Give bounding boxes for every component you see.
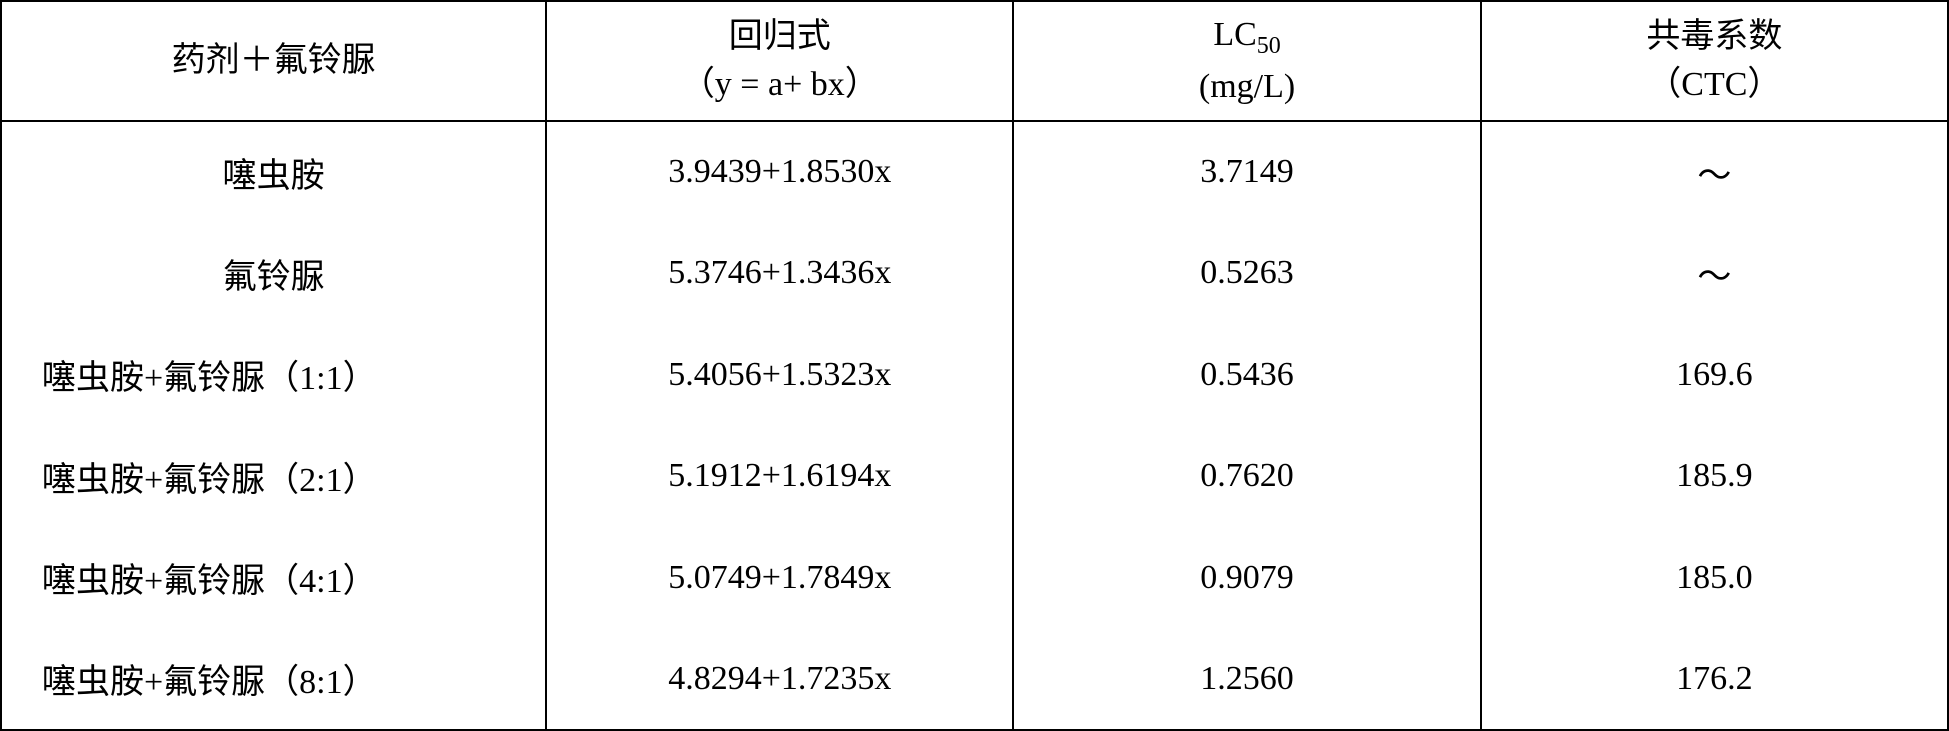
cell-ctc: 185.0: [1481, 527, 1948, 629]
cell-regression: 5.3746+1.3436x: [546, 223, 1013, 325]
table-row: 噻虫胺+氟铃脲（2:1） 5.1912+1.6194x 0.7620 185.9: [1, 426, 1948, 528]
cell-regression: 3.9439+1.8530x: [546, 121, 1013, 223]
header-regression-formula: （y = a+ bx）: [547, 61, 1012, 109]
cell-agent: 噻虫胺+氟铃脲（4:1）: [1, 527, 546, 629]
cell-regression: 5.0749+1.7849x: [546, 527, 1013, 629]
toxicity-data-table: 药剂＋氟铃脲 回归式 （y = a+ bx） LC50 (mg/L) 共毒系数 …: [0, 0, 1949, 731]
header-lc50-label: LC50: [1014, 11, 1479, 63]
cell-lc50: 0.5263: [1013, 223, 1480, 325]
cell-agent: 氟铃脲: [1, 223, 546, 325]
cell-ctc: ～: [1481, 121, 1948, 223]
header-ctc-label: 共毒系数: [1482, 13, 1947, 61]
header-regression-label: 回归式: [547, 13, 1012, 61]
cell-regression: 5.1912+1.6194x: [546, 426, 1013, 528]
cell-agent: 噻虫胺: [1, 121, 546, 223]
cell-ctc: 185.9: [1481, 426, 1948, 528]
table-row: 噻虫胺+氟铃脲（1:1） 5.4056+1.5323x 0.5436 169.6: [1, 324, 1948, 426]
cell-lc50: 0.7620: [1013, 426, 1480, 528]
table-row: 噻虫胺+氟铃脲（8:1） 4.8294+1.7235x 1.2560 176.2: [1, 629, 1948, 731]
header-lc50-unit: (mg/L): [1014, 63, 1479, 111]
cell-agent: 噻虫胺+氟铃脲（1:1）: [1, 324, 546, 426]
table-body: 噻虫胺 3.9439+1.8530x 3.7149 ～ 氟铃脲 5.3746+1…: [1, 121, 1948, 730]
cell-ctc: ～: [1481, 223, 1948, 325]
table-row: 噻虫胺+氟铃脲（4:1） 5.0749+1.7849x 0.9079 185.0: [1, 527, 1948, 629]
header-regression: 回归式 （y = a+ bx）: [546, 1, 1013, 121]
cell-lc50: 3.7149: [1013, 121, 1480, 223]
cell-ctc: 169.6: [1481, 324, 1948, 426]
table-header-row: 药剂＋氟铃脲 回归式 （y = a+ bx） LC50 (mg/L) 共毒系数 …: [1, 1, 1948, 121]
cell-agent: 噻虫胺+氟铃脲（8:1）: [1, 629, 546, 731]
header-agent-label: 药剂＋氟铃脲: [2, 37, 545, 85]
cell-ctc: 176.2: [1481, 629, 1948, 731]
table-row: 氟铃脲 5.3746+1.3436x 0.5263 ～: [1, 223, 1948, 325]
cell-regression: 4.8294+1.7235x: [546, 629, 1013, 731]
header-ctc-sub: （CTC）: [1482, 61, 1947, 109]
cell-lc50: 0.5436: [1013, 324, 1480, 426]
table-row: 噻虫胺 3.9439+1.8530x 3.7149 ～: [1, 121, 1948, 223]
cell-lc50: 0.9079: [1013, 527, 1480, 629]
cell-agent: 噻虫胺+氟铃脲（2:1）: [1, 426, 546, 528]
cell-regression: 5.4056+1.5323x: [546, 324, 1013, 426]
header-agent: 药剂＋氟铃脲: [1, 1, 546, 121]
header-lc50-subscript: 50: [1257, 33, 1281, 59]
header-lc50: LC50 (mg/L): [1013, 1, 1480, 121]
header-ctc: 共毒系数 （CTC）: [1481, 1, 1948, 121]
cell-lc50: 1.2560: [1013, 629, 1480, 731]
toxicity-table-container: 药剂＋氟铃脲 回归式 （y = a+ bx） LC50 (mg/L) 共毒系数 …: [0, 0, 1949, 731]
